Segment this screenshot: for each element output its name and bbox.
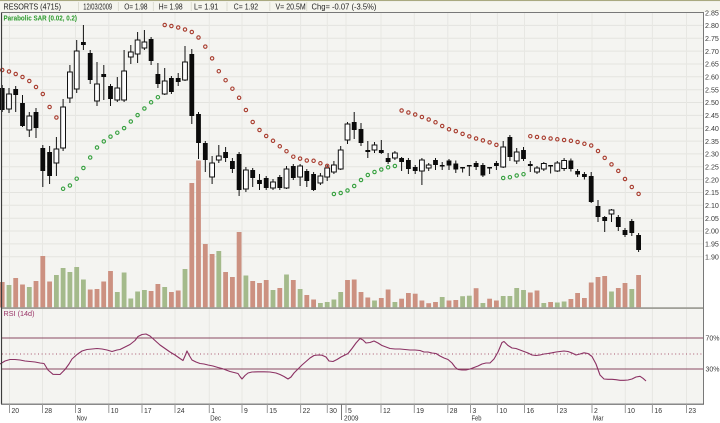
svg-text:22: 22 xyxy=(303,406,311,415)
svg-text:3: 3 xyxy=(473,406,477,415)
svg-text:2.75: 2.75 xyxy=(705,34,719,43)
svg-text:19: 19 xyxy=(416,406,424,415)
svg-text:H= 1.98: H= 1.98 xyxy=(159,2,183,11)
svg-text:2.00: 2.00 xyxy=(705,227,719,236)
svg-text:12/03/2009: 12/03/2009 xyxy=(83,2,112,11)
svg-text:2.40: 2.40 xyxy=(705,124,719,133)
svg-text:2.20: 2.20 xyxy=(705,175,719,184)
svg-text:2.05: 2.05 xyxy=(705,214,719,223)
svg-text:2.45: 2.45 xyxy=(705,111,719,120)
svg-text:3: 3 xyxy=(78,406,82,415)
svg-text:24: 24 xyxy=(177,406,185,415)
svg-text:16: 16 xyxy=(527,406,535,415)
svg-text:28: 28 xyxy=(450,406,458,415)
svg-text:30%: 30% xyxy=(706,365,720,374)
svg-text:30: 30 xyxy=(329,406,337,415)
svg-text:Dec: Dec xyxy=(210,414,221,423)
svg-text:2.65: 2.65 xyxy=(705,60,719,69)
svg-text:12: 12 xyxy=(383,406,391,415)
svg-text:10: 10 xyxy=(111,406,119,415)
svg-text:2: 2 xyxy=(594,406,598,415)
svg-text:Feb: Feb xyxy=(472,414,482,423)
svg-text:5: 5 xyxy=(348,406,352,415)
svg-text:23: 23 xyxy=(560,406,568,415)
svg-text:2.30: 2.30 xyxy=(705,150,719,159)
svg-text:2.80: 2.80 xyxy=(705,21,719,30)
svg-text:RSI (14d): RSI (14d) xyxy=(4,309,35,318)
svg-text:15: 15 xyxy=(269,406,277,415)
svg-text:9: 9 xyxy=(244,406,248,415)
svg-text:2.50: 2.50 xyxy=(705,98,719,107)
svg-text:Parabolic SAR (0.02, 0.2): Parabolic SAR (0.02, 0.2) xyxy=(4,13,78,22)
svg-text:1.95: 1.95 xyxy=(705,240,719,249)
svg-text:Mar: Mar xyxy=(593,414,604,423)
svg-text:2.10: 2.10 xyxy=(705,201,719,210)
svg-text:2.70: 2.70 xyxy=(705,47,719,56)
svg-text:10: 10 xyxy=(627,406,635,415)
svg-text:Chg= -0.07 (-3.5%): Chg= -0.07 (-3.5%) xyxy=(312,2,377,11)
svg-text:17: 17 xyxy=(144,406,152,415)
svg-text:70%: 70% xyxy=(706,334,720,343)
svg-text:2.55: 2.55 xyxy=(705,85,719,94)
svg-text:2.15: 2.15 xyxy=(705,188,719,197)
svg-text:RESORTS (4715): RESORTS (4715) xyxy=(4,1,62,11)
svg-text:23: 23 xyxy=(689,406,697,415)
svg-text:L= 1.91: L= 1.91 xyxy=(194,2,218,11)
svg-text:1: 1 xyxy=(211,406,215,415)
svg-text:Nov: Nov xyxy=(77,414,88,423)
svg-text:2.35: 2.35 xyxy=(705,137,719,146)
svg-text:2.60: 2.60 xyxy=(705,73,719,82)
svg-text:1.90: 1.90 xyxy=(705,252,719,261)
svg-text:16: 16 xyxy=(654,406,662,415)
svg-text:C= 1.92: C= 1.92 xyxy=(234,2,258,11)
svg-text:O= 1.98: O= 1.98 xyxy=(124,2,147,11)
svg-text:2009: 2009 xyxy=(344,414,359,423)
svg-text:28: 28 xyxy=(45,406,53,415)
svg-text:10: 10 xyxy=(499,406,507,415)
svg-text:20: 20 xyxy=(12,406,20,415)
svg-text:2.85: 2.85 xyxy=(705,8,719,17)
svg-text:V= 20.5M: V= 20.5M xyxy=(276,2,306,11)
svg-text:2.25: 2.25 xyxy=(705,163,719,172)
